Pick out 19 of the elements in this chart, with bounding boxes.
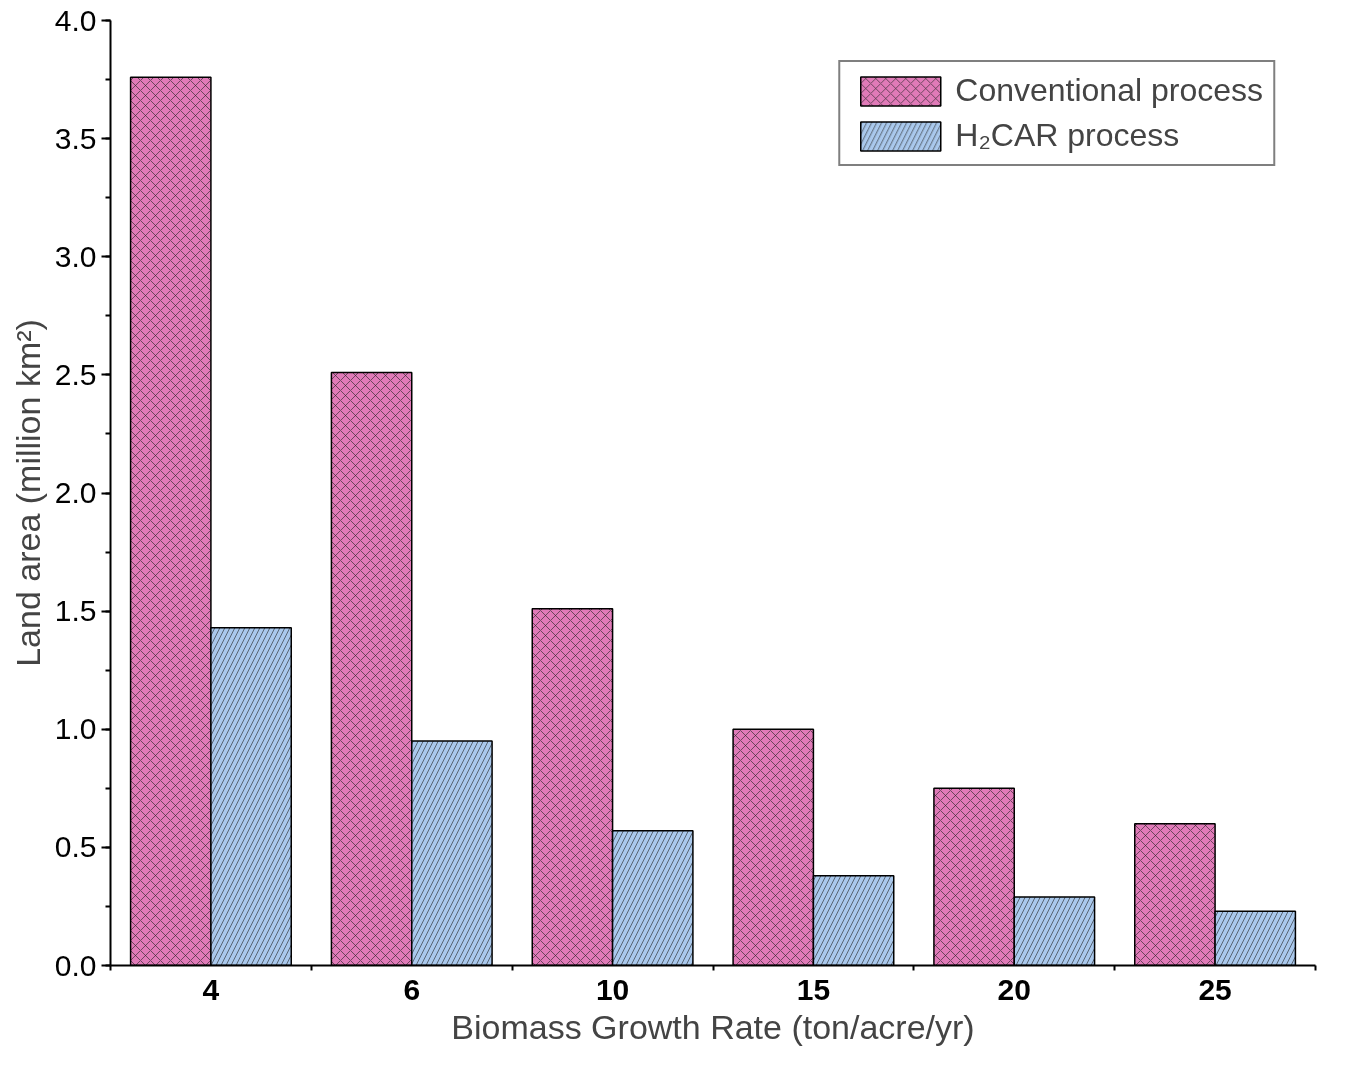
y-tick-label: 0.0 [54, 948, 97, 982]
x-tick-label: 6 [403, 972, 421, 1006]
x-tick-label: 25 [1198, 972, 1232, 1006]
y-axis-title: Land area (million km²) [8, 319, 47, 667]
x-tick-label: 4 [202, 972, 220, 1006]
y-tick-label: 3.0 [54, 239, 97, 273]
y-tick-label: 0.5 [54, 830, 97, 864]
y-tick-label: 1.0 [54, 712, 97, 746]
y-tick-label: 4.0 [54, 3, 97, 37]
y-tick-label: 2.5 [54, 357, 97, 391]
x-tick-label: 20 [997, 972, 1031, 1006]
x-tick-label: 15 [796, 972, 831, 1006]
x-axis-title: Biomass Growth Rate (ton/acre/yr) [451, 1007, 975, 1046]
x-tick-label: 10 [595, 972, 630, 1006]
legend-label: H₂CAR process [955, 117, 1180, 154]
y-tick-label: 3.5 [54, 121, 97, 155]
y-tick-label: 1.5 [54, 594, 97, 628]
legend-label: Conventional process [955, 72, 1263, 109]
y-tick-label: 2.0 [54, 476, 97, 509]
